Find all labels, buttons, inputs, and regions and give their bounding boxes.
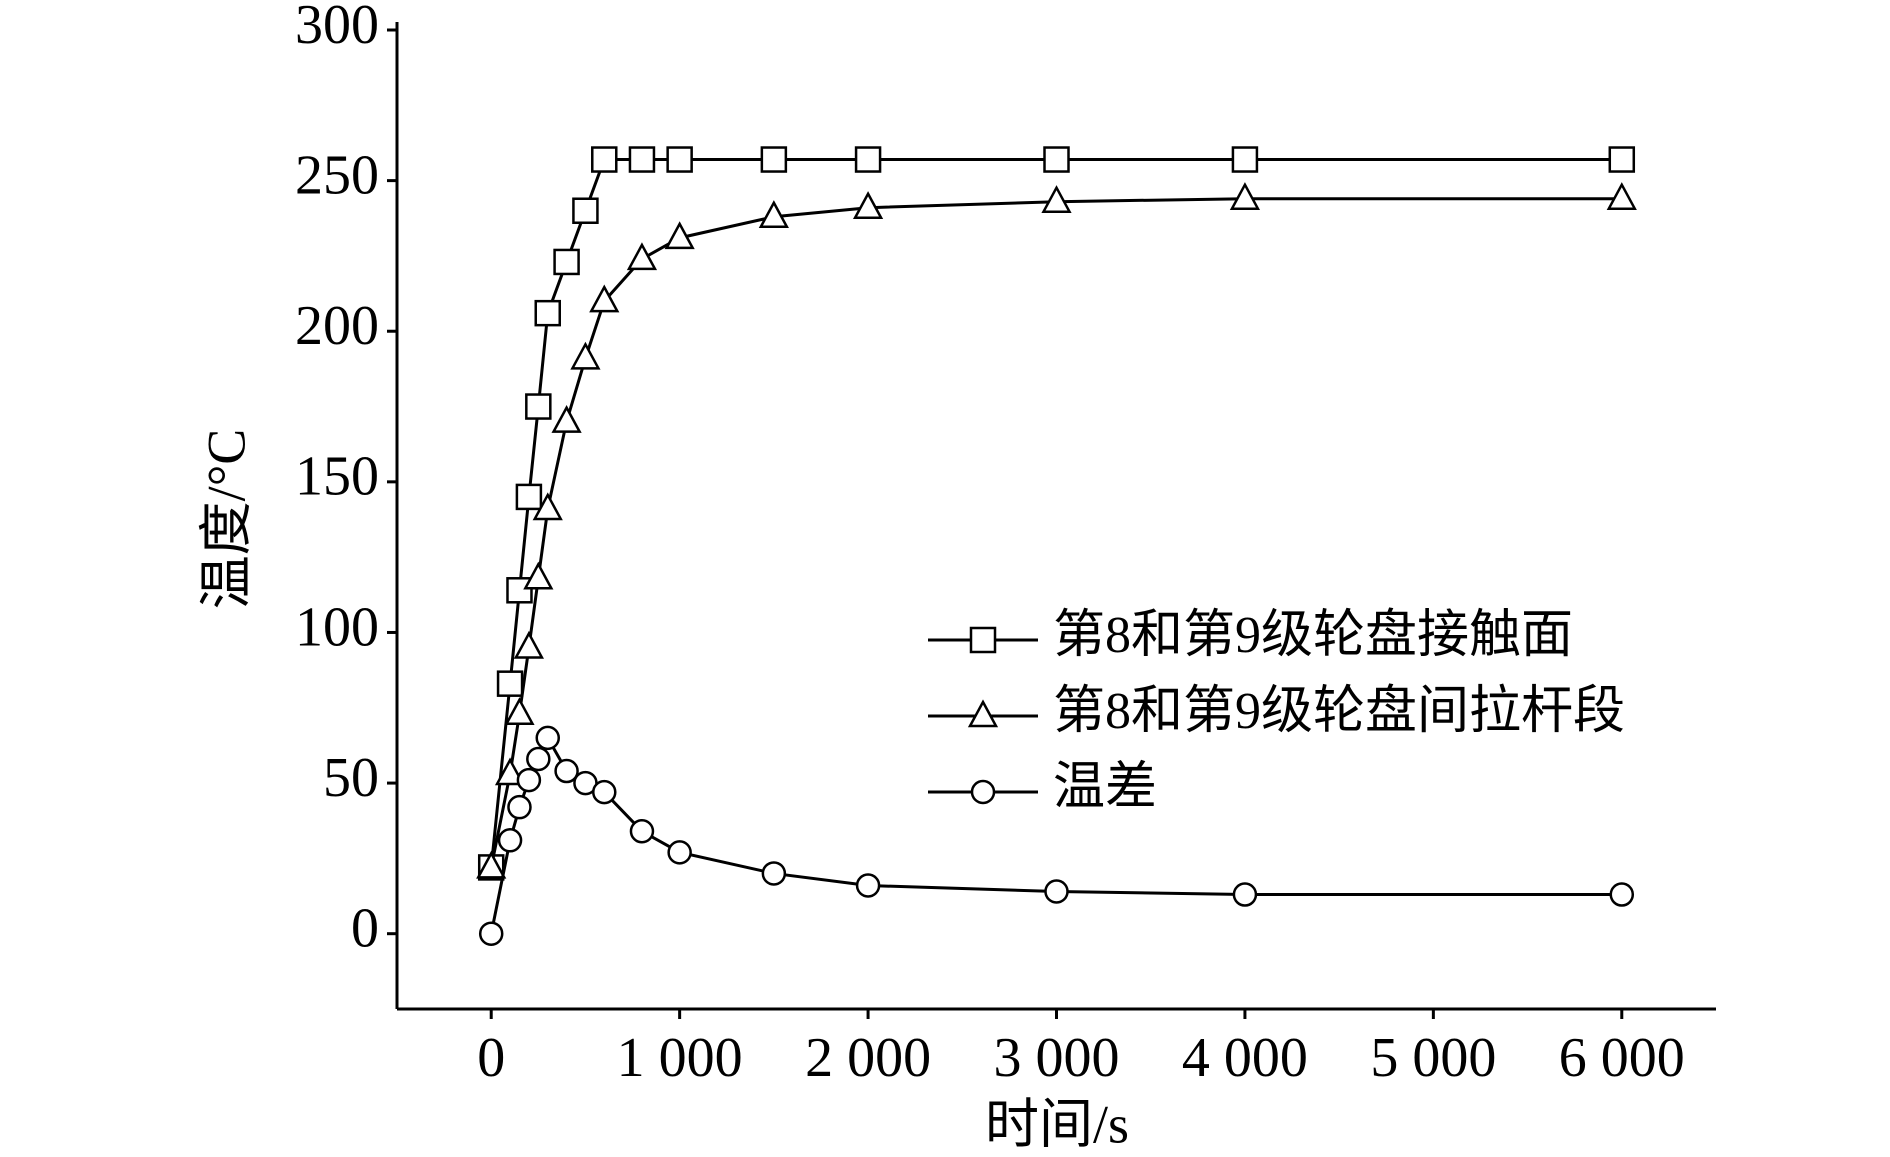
marker [1606,182,1637,210]
marker [496,670,524,697]
x-tick-label: 2 000 [805,1027,931,1089]
legend-label: 温差 [1053,759,1157,816]
marker [667,840,692,865]
marker [554,758,579,784]
marker [1041,185,1072,213]
series-line [489,197,1622,868]
x-tick-label: 6 000 [1559,1027,1685,1089]
marker [1609,882,1635,907]
marker [666,146,693,173]
marker [570,341,601,370]
marker [553,248,580,276]
x-tick-label: 5 000 [1370,1027,1496,1089]
marker [1232,882,1258,907]
legend-marker [969,626,997,654]
legend-label: 第8和第9级轮盘间拉杆段 [1053,683,1625,740]
marker [478,921,504,946]
marker [628,146,656,173]
y-tick-label: 300 [295,0,379,56]
marker [532,492,563,521]
marker [1608,146,1636,173]
x-axis-title: 时间/s [985,1094,1129,1154]
legend-marker [970,779,996,805]
marker [1043,146,1070,173]
marker [525,393,552,420]
marker [591,146,618,173]
marker [626,242,658,271]
marker [534,299,561,327]
marker [526,746,551,772]
marker [1229,182,1261,210]
marker [551,404,582,433]
marker [504,697,535,726]
marker [758,200,789,229]
legend-marker [967,699,999,728]
y-tick-label: 150 [295,446,379,508]
marker [1044,879,1069,904]
marker [497,828,523,853]
y-tick-label: 250 [295,144,379,206]
marker [589,284,620,313]
x-tick-label: 4 000 [1182,1027,1308,1089]
marker [535,725,560,751]
marker [572,197,599,224]
marker [507,794,532,820]
y-tick-label: 200 [295,295,379,357]
x-tick-label: 3 000 [994,1027,1120,1089]
marker [761,861,787,886]
marker [476,850,507,879]
x-tick-label: 0 [477,1027,505,1089]
marker [760,146,788,173]
marker [852,191,884,219]
legend-label: 第8和第9级轮盘接触面 [1053,607,1573,664]
marker [1231,146,1259,173]
marker [629,819,655,844]
marker [855,873,881,898]
y-tick-label: 50 [323,747,379,809]
series-line [489,158,1622,868]
y-tick-label: 100 [295,596,379,658]
y-axis-title: 温度/°C [196,429,256,610]
marker [515,483,543,511]
marker [494,757,526,786]
marker [523,561,554,590]
marker [664,221,695,250]
marker [513,630,544,659]
marker [516,767,542,793]
x-tick-label: 1 000 [617,1027,743,1089]
y-tick-label: 0 [351,898,379,960]
marker [592,779,617,805]
marker [854,146,882,173]
